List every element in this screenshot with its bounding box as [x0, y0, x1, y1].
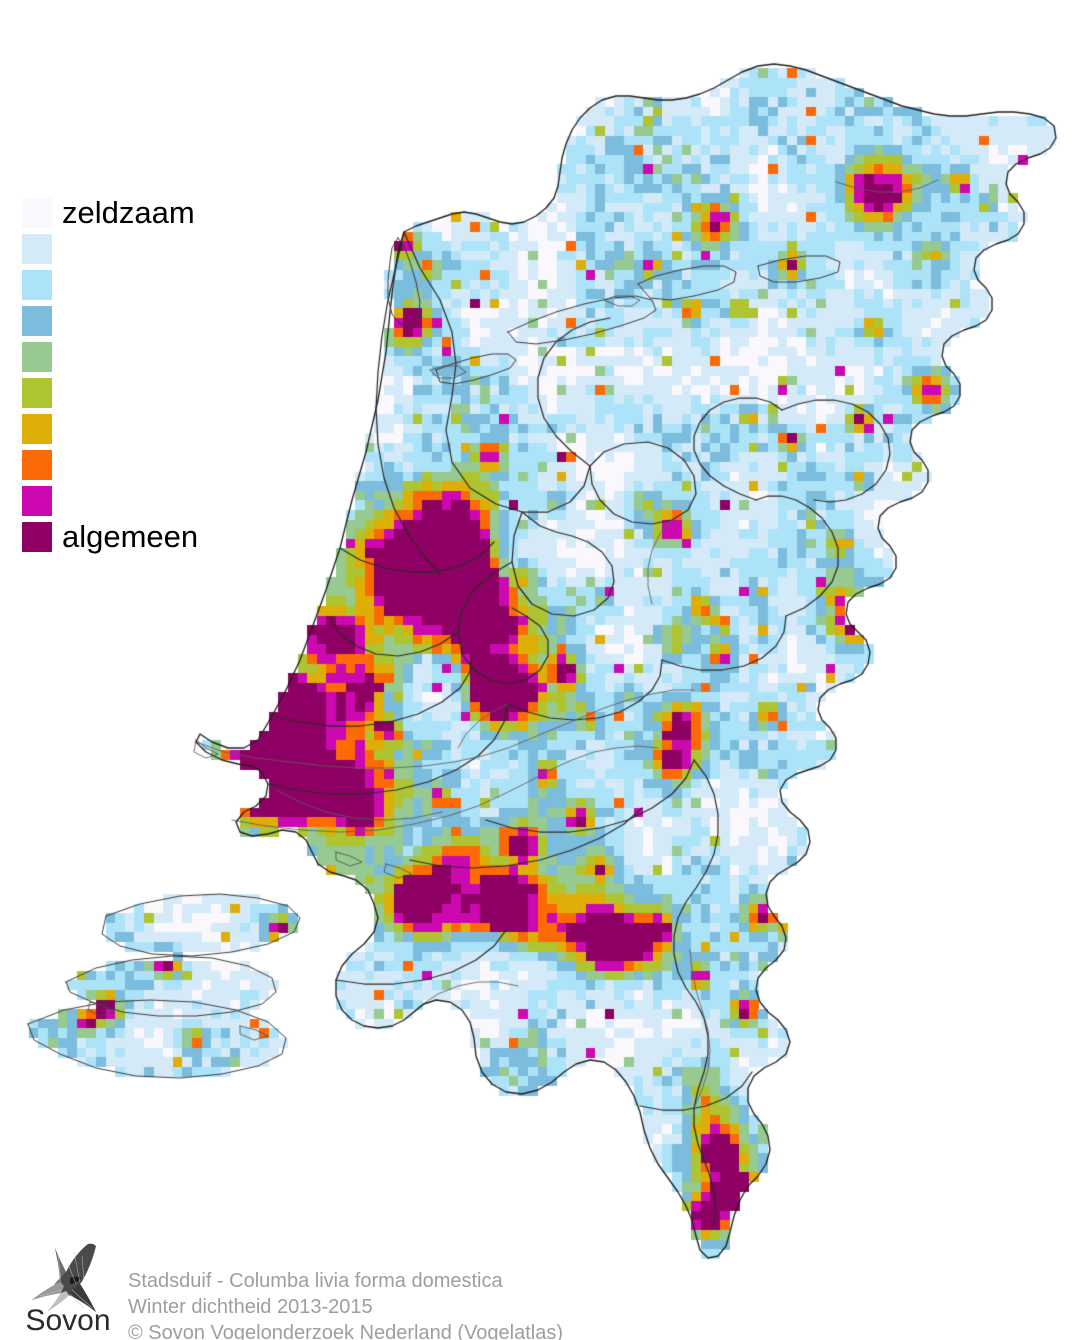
caption-line-2: © Sovon Vogelonderzoek Nederland (Vogela… [128, 1322, 564, 1340]
map-area [0, 0, 1074, 1260]
legend-row-7 [22, 450, 252, 486]
caption-line-1: Winter dichtheid 2013-2015 [128, 1296, 373, 1318]
legend-label-low: zeldzaam [62, 195, 195, 230]
density-grid-canvas [0, 0, 1074, 1260]
legend-swatch-2 [22, 270, 52, 300]
legend-row-0: zeldzaam [22, 195, 252, 234]
legend-swatch-3 [22, 306, 52, 336]
legend-row-4 [22, 342, 252, 378]
legend-swatch-8 [22, 486, 52, 516]
legend-label-high: algemeen [62, 519, 199, 554]
legend-row-2 [22, 270, 252, 306]
legend-row-9: algemeen [22, 519, 252, 558]
legend-swatch-1 [22, 234, 52, 264]
legend-swatch-4 [22, 342, 52, 372]
legend-row-5 [22, 378, 252, 414]
legend-row-6 [22, 414, 252, 450]
map-caption: Stadsduif - Columba livia forma domestic… [128, 1268, 563, 1340]
legend-row-3 [22, 306, 252, 342]
density-legend: zeldzaam algemeen [22, 195, 252, 558]
legend-row-8 [22, 486, 252, 522]
sovon-logo: Sovon [25, 1243, 111, 1334]
legend-swatch-5 [22, 378, 52, 408]
legend-swatch-0 [22, 198, 52, 228]
swallow-icon [32, 1243, 96, 1312]
legend-swatch-7 [22, 450, 52, 480]
legend-swatch-6 [22, 414, 52, 444]
map-footer: Sovon Stadsduif - Columba livia forma do… [0, 1232, 1074, 1340]
legend-row-1 [22, 234, 252, 270]
legend-swatch-9 [22, 522, 52, 552]
logo-wordmark: Sovon [25, 1304, 110, 1334]
caption-line-0: Stadsduif - Columba livia forma domestic… [128, 1270, 503, 1292]
